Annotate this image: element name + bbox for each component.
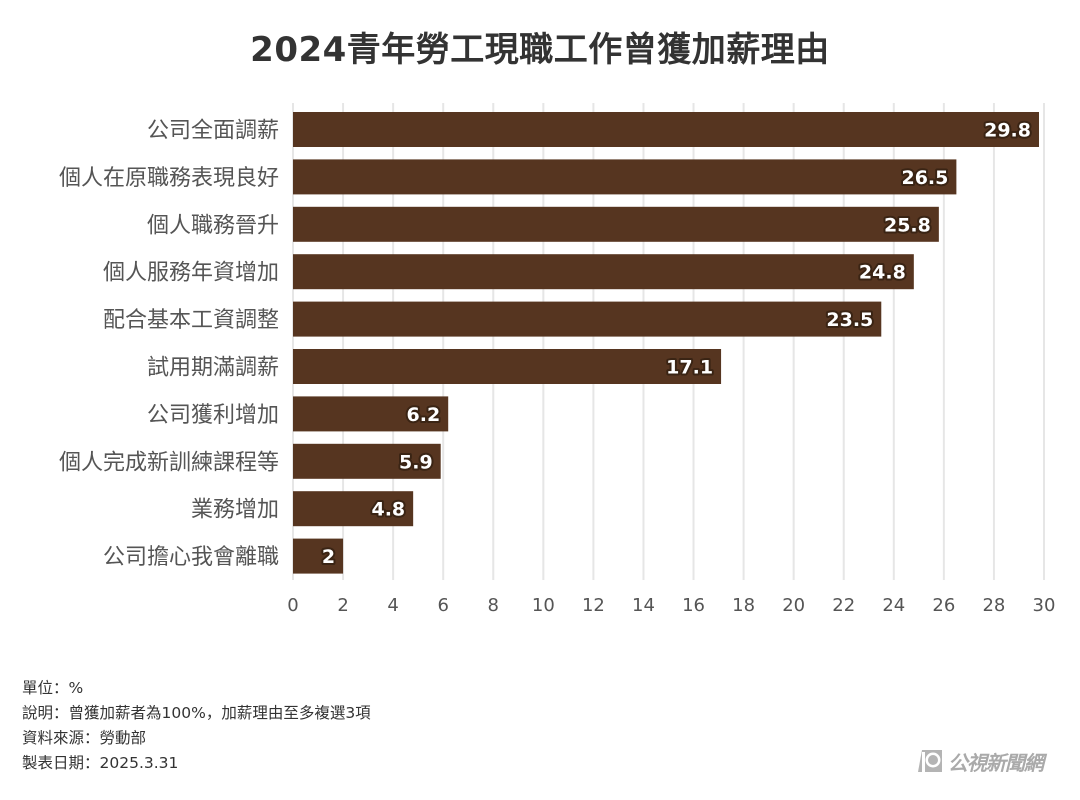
value-label: 2 [322, 546, 335, 568]
bar [293, 112, 1039, 147]
bar [293, 159, 957, 195]
category-label: 個人完成新訓練課程等 [59, 450, 279, 475]
unit-note: 單位：% [22, 679, 84, 697]
value-label: 23.5 [826, 309, 873, 331]
value-label: 17.1 [666, 357, 713, 379]
x-tick-label: 28 [982, 595, 1005, 616]
x-tick-label: 26 [932, 595, 955, 616]
bar [293, 206, 939, 242]
bar [293, 254, 914, 290]
category-label: 公司全面調薪 [147, 119, 279, 144]
x-tick-label: 30 [1033, 595, 1056, 616]
category-label: 個人在原職務表現良好 [59, 166, 279, 191]
x-tick-label: 14 [632, 595, 655, 616]
x-axis-tick-labels: 0 2 4 6 8 10 12 14 16 18 20 22 24 26 28 30 [287, 595, 1055, 616]
x-tick-label: 10 [532, 595, 555, 616]
x-tick-label: 4 [387, 595, 398, 616]
category-label: 配合基本工資調整 [103, 308, 279, 333]
logo-mark-icon [918, 750, 942, 772]
x-tick-label: 0 [287, 595, 298, 616]
value-label: 5.9 [399, 451, 433, 473]
category-label: 業務增加 [191, 498, 279, 523]
value-label: 4.8 [371, 499, 405, 521]
category-labels: 公司全面調薪個人在原職務表現良好個人職務晉升個人服務年資增加配合基本工資調整試用… [59, 119, 279, 571]
bar [293, 301, 882, 337]
chart-title: 2024青年勞工現職工作曾獲加薪理由 [250, 30, 830, 70]
category-label: 公司獲利增加 [147, 403, 279, 428]
source-note: 資料來源：勞動部 [22, 729, 147, 747]
logo-text: 公視新聞網 [948, 750, 1044, 775]
category-label: 公司擔心我會離職 [103, 545, 279, 570]
pts-news-logo: 公視新聞網 [918, 746, 1068, 776]
bar [293, 396, 449, 432]
chart-notes: 單位：% 說明：曾獲加薪者為100%，加薪理由至多複選3項 資料來源：勞動部 製… [22, 676, 371, 776]
date-note: 製表日期：2025.3.31 [22, 754, 179, 772]
value-label: 25.8 [884, 214, 931, 236]
bars [293, 112, 1039, 574]
category-label: 個人服務年資增加 [103, 261, 279, 286]
x-tick-label: 6 [437, 595, 448, 616]
bar [293, 538, 344, 574]
description-note: 說明：曾獲加薪者為100%，加薪理由至多複選3項 [22, 704, 371, 722]
value-label: 24.8 [859, 262, 906, 284]
x-tick-label: 24 [882, 595, 905, 616]
x-tick-label: 18 [732, 595, 755, 616]
bar [293, 349, 722, 384]
category-label: 個人職務晉升 [147, 213, 279, 238]
value-label: 6.2 [407, 404, 441, 426]
bar-chart: 公司全面調薪個人在原職務表現良好個人職務晉升個人服務年資增加配合基本工資調整試用… [59, 103, 1055, 616]
value-label: 26.5 [901, 167, 948, 189]
x-tick-label: 22 [832, 595, 855, 616]
x-tick-label: 8 [488, 595, 499, 616]
x-tick-label: 20 [782, 595, 805, 616]
x-tick-label: 16 [682, 595, 705, 616]
bar [293, 491, 414, 527]
value-labels: 29.8 26.5 25.8 24.8 23.5 17.1 6.2 5.9 4.8 2 [320, 118, 1033, 571]
bar [293, 443, 441, 479]
x-tick-label: 12 [582, 595, 605, 616]
x-tick-label: 2 [337, 595, 348, 616]
category-label: 試用期滿調薪 [147, 356, 279, 381]
value-label: 29.8 [984, 120, 1031, 142]
